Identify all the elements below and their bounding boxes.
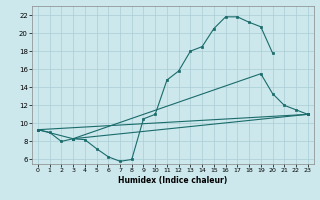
X-axis label: Humidex (Indice chaleur): Humidex (Indice chaleur)	[118, 176, 228, 185]
